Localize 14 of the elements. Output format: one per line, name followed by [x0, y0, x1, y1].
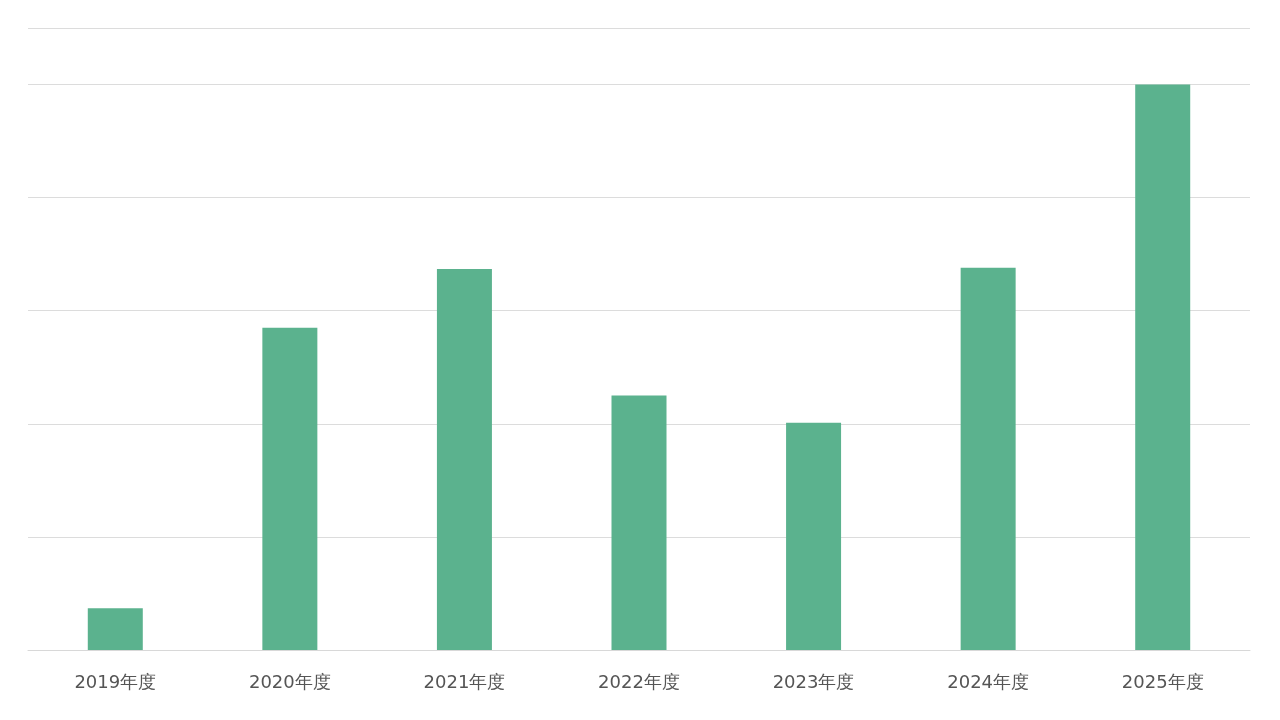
x-tick-label: 2021年度: [423, 670, 506, 692]
x-tick-label: 2019年度: [74, 670, 157, 692]
bar: [786, 422, 842, 650]
x-tick-label: 2022年度: [598, 670, 680, 692]
bar: [1135, 84, 1191, 650]
bar: [960, 267, 1016, 650]
x-tick-label: 2025年度: [1121, 670, 1204, 692]
bar: [436, 268, 492, 650]
x-tick-label: 2020年度: [248, 670, 331, 692]
x-tick-label: 2023年度: [772, 670, 855, 692]
bar: [87, 608, 143, 650]
bar: [611, 395, 667, 650]
x-tick-label: 2024年度: [947, 670, 1030, 692]
bar: [262, 327, 318, 650]
